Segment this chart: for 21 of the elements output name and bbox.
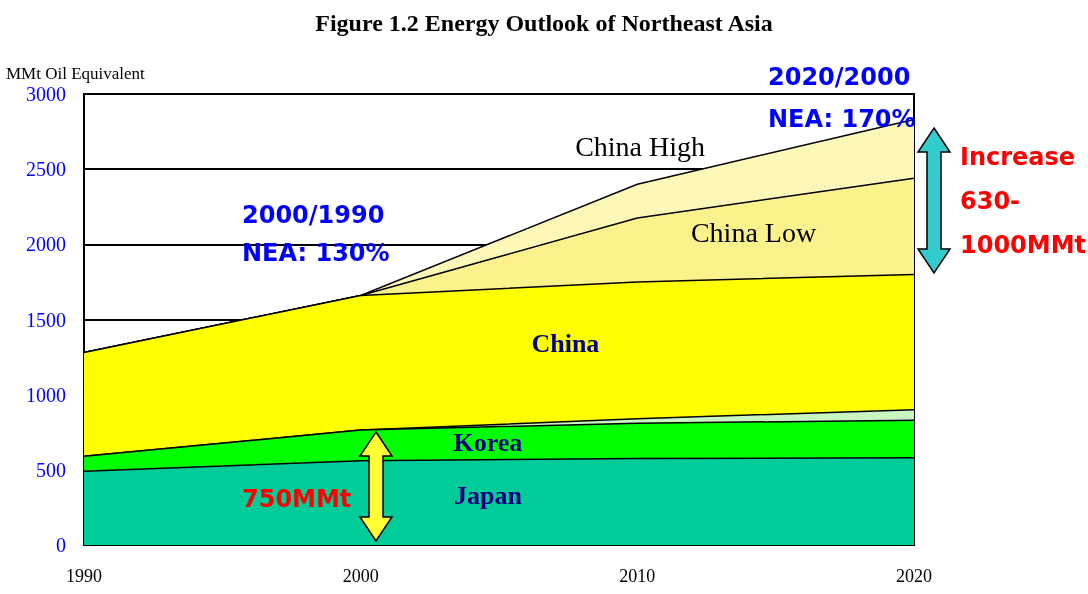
y-tick-label: 1500 <box>26 308 66 331</box>
y-tick-label: 2000 <box>26 233 66 256</box>
y-tick-label: 500 <box>36 458 66 481</box>
x-tick-label: 2000 <box>342 566 379 586</box>
series-label: China Low <box>690 216 817 248</box>
chart-title: Figure 1.2 Energy Outlook of Northeast Asia <box>315 10 773 36</box>
series-label: Korea <box>453 428 523 458</box>
y-axis-title: MMt Oil Equivalent <box>6 64 146 83</box>
y-tick-label: 2500 <box>26 158 66 181</box>
x-tick-label: 2020 <box>896 566 932 586</box>
annotation: 750MMt <box>242 485 352 513</box>
series-label: China High <box>575 131 706 163</box>
series-label: China <box>531 329 600 359</box>
y-tick-label: 3000 <box>26 83 66 105</box>
annotation: 2000/1990 NEA: 130% <box>242 201 390 267</box>
x-tick-label: 2010 <box>619 566 656 586</box>
text: Increase 630- 1000MMt <box>960 143 1087 259</box>
y-tick-label: 1000 <box>26 383 66 406</box>
series-label: Japan <box>453 480 523 510</box>
y-tick-label: 0 <box>56 534 66 556</box>
x-tick-label: 1990 <box>66 566 102 586</box>
